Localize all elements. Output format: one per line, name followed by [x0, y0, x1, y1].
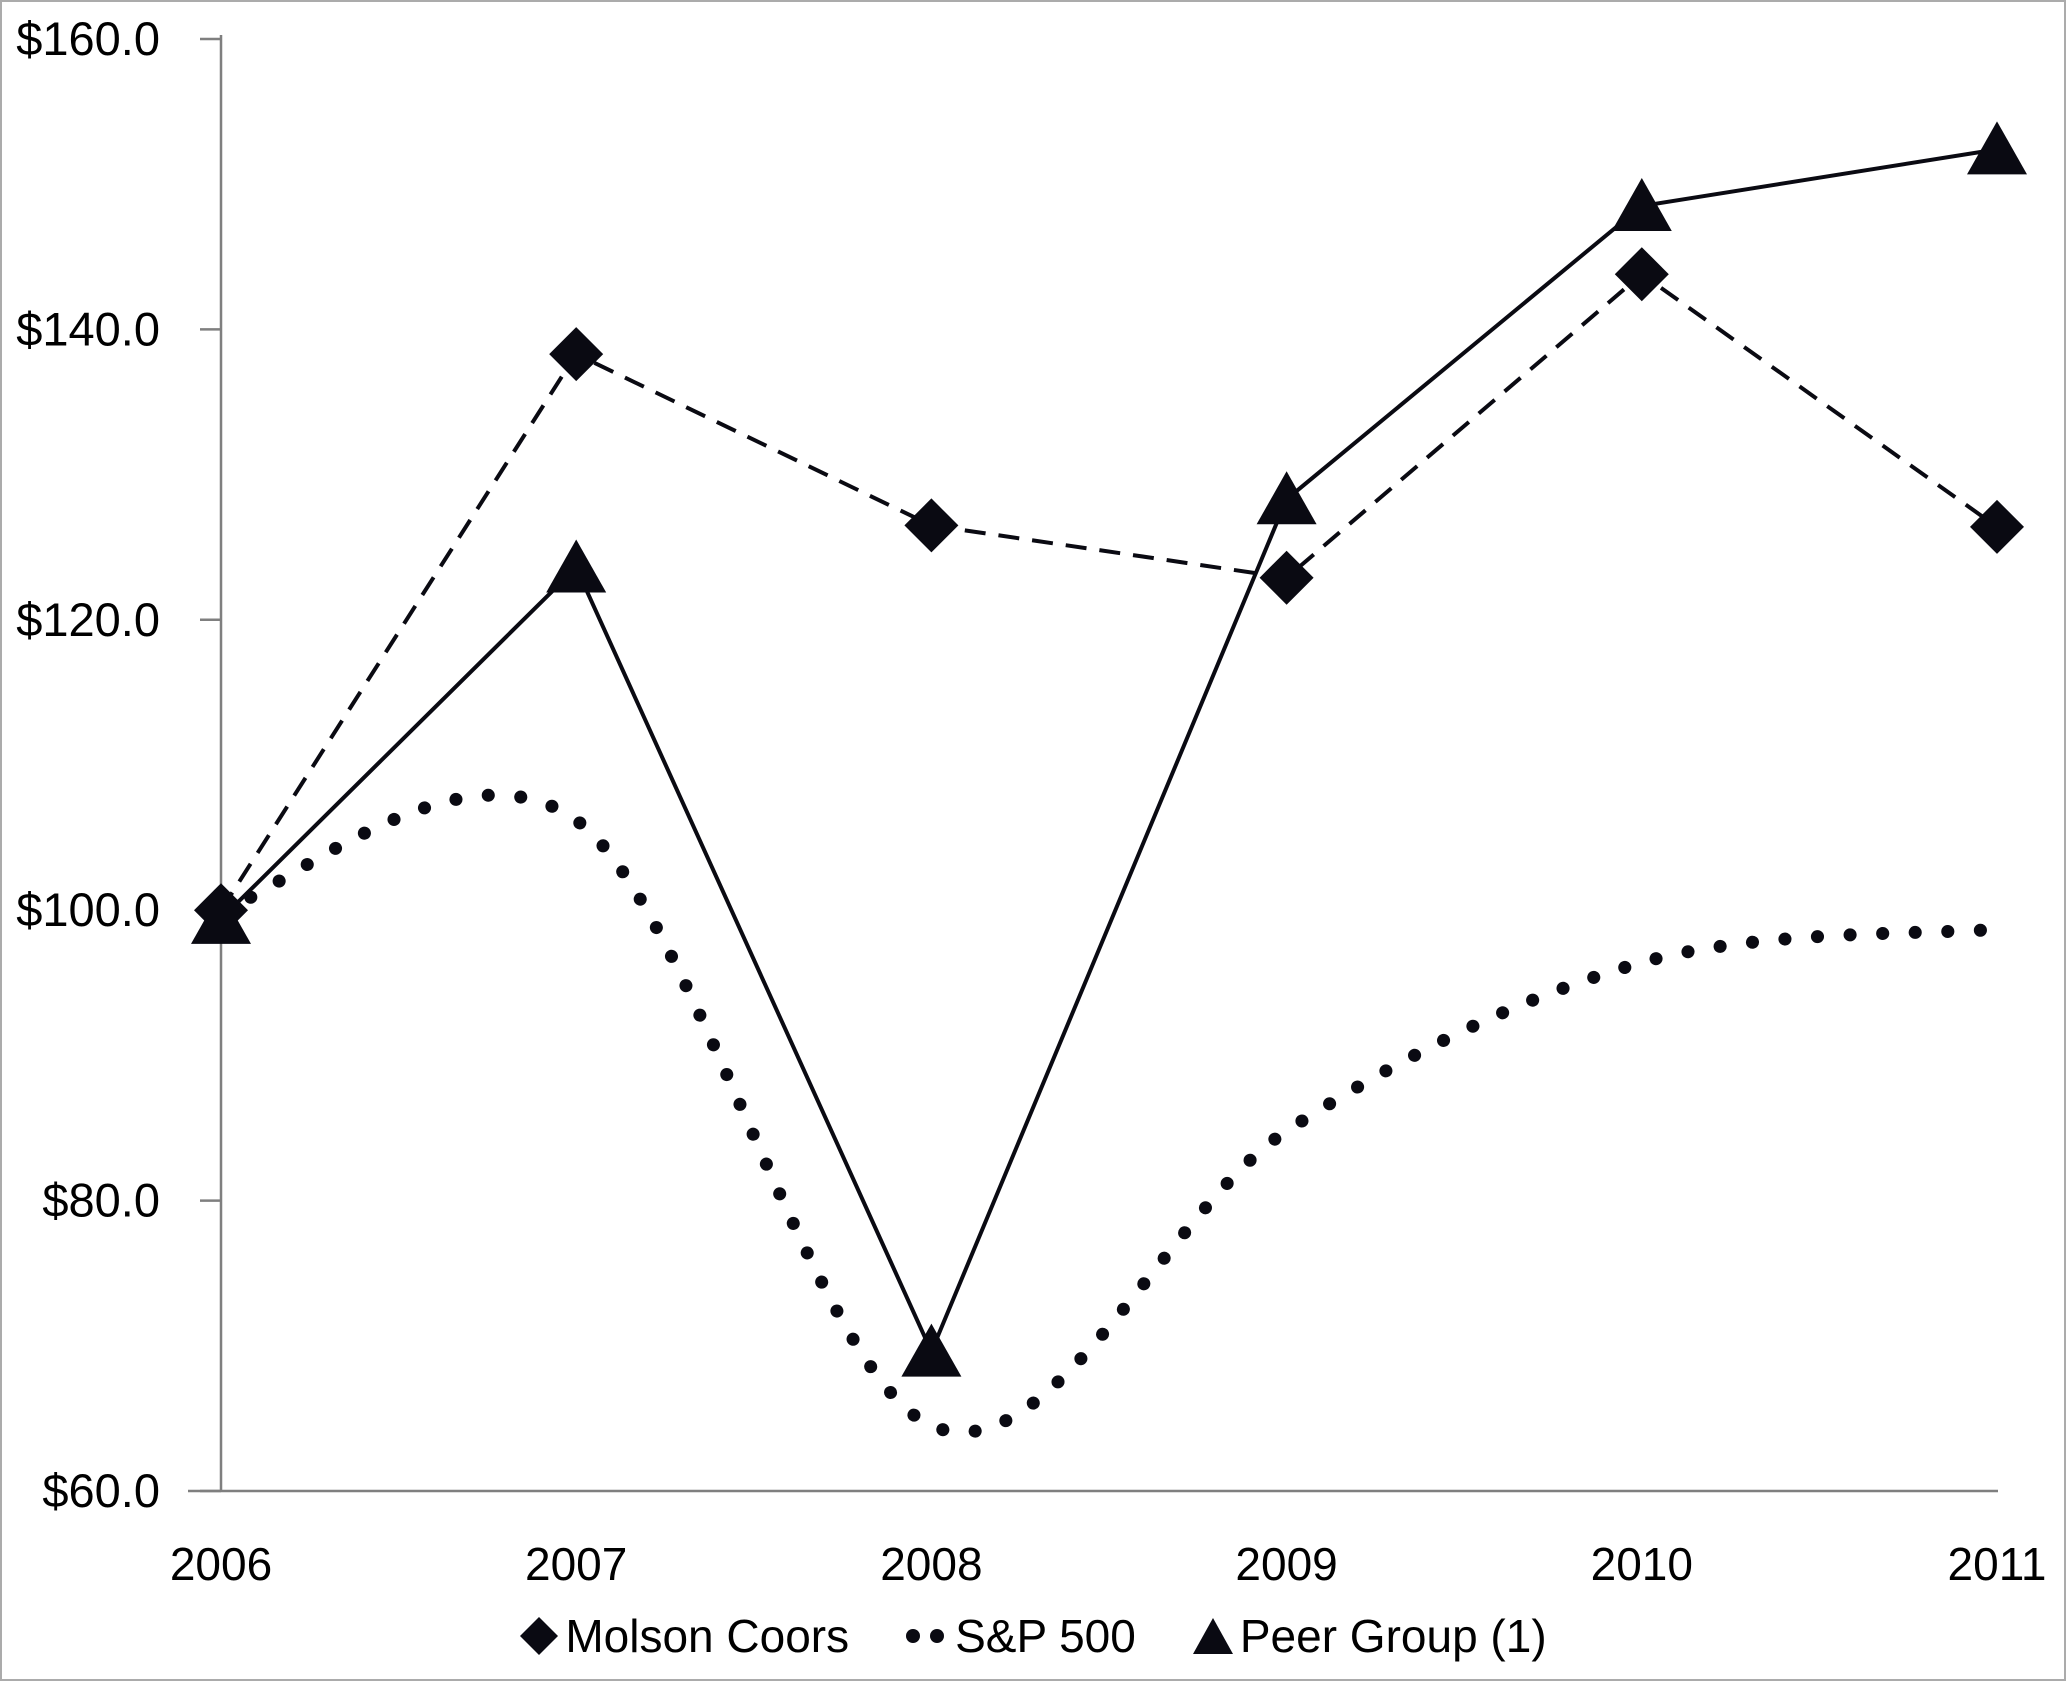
series-line-molson-coors [219, 271, 1999, 912]
y-tick-label: $120.0 [16, 593, 160, 646]
x-tick-label: 2010 [1591, 1538, 1693, 1590]
series-line-s-p-500 [214, 788, 2004, 1439]
diamond-marker [904, 498, 959, 553]
dotted-line-icon [906, 1629, 945, 1643]
triangle-marker-icon [1192, 1618, 1233, 1654]
x-tick-label: 2008 [880, 1538, 982, 1590]
legend-label: Molson Coors [565, 1610, 850, 1662]
x-tick-label: 2011 [1948, 1538, 2047, 1590]
triangle-marker [901, 1323, 962, 1377]
triangle-marker [546, 539, 607, 593]
triangle-marker [1967, 121, 2027, 175]
y-tick-label: $160.0 [16, 12, 160, 65]
x-tick-label: 2009 [1235, 1538, 1337, 1590]
y-tick-label: $60.0 [42, 1464, 160, 1517]
series-line-peer-group-1- [219, 147, 1998, 1357]
diamond-marker [549, 327, 604, 382]
diamond-marker-icon [520, 1617, 559, 1655]
legend-item-molson-coors: Molson Coors [519, 1609, 849, 1663]
diamond-marker [1614, 247, 1669, 302]
triangle-marker [1611, 177, 1672, 231]
x-tick-label: 2006 [170, 1538, 272, 1590]
y-tick-label: $100.0 [16, 883, 160, 936]
legend-label: Peer Group (1) [1239, 1610, 1547, 1662]
legend-item-sp500: S&P 500 [905, 1609, 1136, 1663]
plot-series [214, 147, 2004, 1439]
y-tick-label: $140.0 [16, 302, 160, 355]
diamond-marker [1259, 550, 1314, 605]
legend-item-peer-group: Peer Group (1) [1192, 1609, 1547, 1663]
x-axis-year-labels: 2006 2007 2008 2009 2010 2011 [170, 1538, 2047, 1590]
legend-label: S&P 500 [955, 1610, 1136, 1662]
diamond-marker [194, 883, 248, 938]
data-point-markers [191, 121, 2027, 1377]
y-tick-label: $80.0 [42, 1174, 160, 1227]
axes [188, 35, 1998, 1493]
chart-legend: Molson Coors S&P 500 Peer Group (1) [2, 1600, 2064, 1672]
triangle-marker [1256, 471, 1317, 525]
diamond-marker [1970, 499, 2024, 554]
y-axis-tick-labels: $160.0 $140.0 $120.0 $100.0 $80.0 $60.0 [16, 12, 160, 1517]
x-tick-label: 2007 [525, 1538, 627, 1590]
